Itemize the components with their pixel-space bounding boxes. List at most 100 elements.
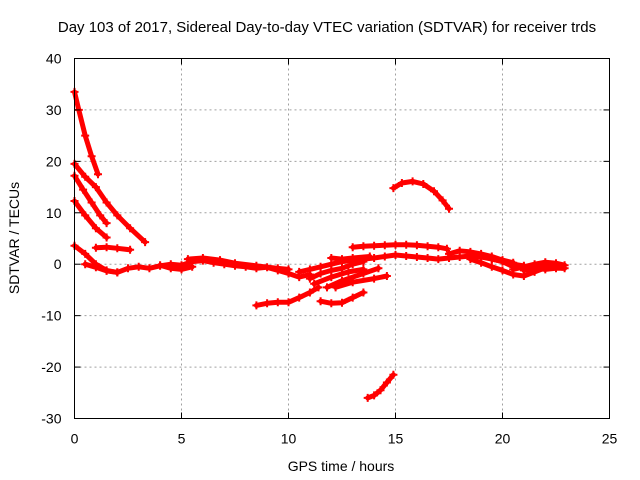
data-point <box>87 152 96 161</box>
data-point <box>91 183 100 192</box>
data-point <box>374 264 383 273</box>
data-point <box>552 264 560 273</box>
data-point <box>252 301 261 310</box>
x-tick-label: 20 <box>495 431 511 447</box>
data-point <box>284 265 293 274</box>
y-axis-label: SDTVAR / TECUs <box>6 182 22 294</box>
data-point <box>94 170 102 179</box>
data-point <box>438 196 447 205</box>
data-point <box>445 204 453 213</box>
data-point <box>455 246 464 255</box>
data-point <box>96 211 105 220</box>
y-tick-label: -20 <box>41 359 61 375</box>
data-point <box>81 211 90 220</box>
x-tick-label: 15 <box>388 431 404 447</box>
data-point <box>376 386 385 395</box>
data-point <box>81 260 90 269</box>
data-point <box>348 278 357 287</box>
data-point <box>359 288 368 297</box>
data-point <box>370 274 379 283</box>
data-point <box>79 185 88 194</box>
data-point <box>141 238 150 247</box>
data-point <box>145 264 154 273</box>
y-tick-label: -30 <box>41 411 61 427</box>
data-point <box>252 261 261 270</box>
data-point <box>113 268 122 277</box>
data-point <box>91 263 100 272</box>
data-point <box>183 255 192 264</box>
data-point <box>348 243 357 252</box>
data-point <box>445 249 453 258</box>
x-tick-label: 5 <box>178 431 186 447</box>
data-point <box>198 254 207 262</box>
data-point <box>102 233 111 242</box>
data-point <box>316 297 325 306</box>
data-point <box>231 259 239 268</box>
data-point <box>81 249 90 258</box>
data-point <box>487 255 496 264</box>
data-point <box>359 269 368 278</box>
data-point <box>126 224 135 233</box>
y-tick-label: 20 <box>46 153 62 169</box>
data-point <box>442 244 451 253</box>
data-point <box>389 184 398 193</box>
series-arc-13 <box>311 266 366 287</box>
data-point <box>541 265 550 274</box>
x-tick-label: 25 <box>602 431 618 447</box>
series-layer <box>70 87 569 402</box>
data-point <box>477 249 486 258</box>
data-point <box>359 242 368 251</box>
grid <box>74 58 610 419</box>
data-point <box>408 177 417 186</box>
y-axis-ticks: -30 -20 -10 0 10 20 30 40 <box>41 51 610 427</box>
data-point <box>102 219 111 228</box>
series-arc-15 <box>333 273 390 290</box>
data-point <box>113 244 122 253</box>
data-point <box>412 253 421 261</box>
data-point <box>419 180 428 188</box>
series-arc-11 <box>296 252 527 275</box>
data-point <box>423 242 432 251</box>
data-point <box>126 245 135 254</box>
data-point <box>509 265 518 274</box>
data-point <box>382 272 391 280</box>
data-point <box>327 266 336 275</box>
data-point <box>134 262 143 271</box>
data-point <box>363 393 372 402</box>
y-tick-label: 30 <box>46 102 62 118</box>
data-point <box>316 262 325 271</box>
data-point <box>273 298 282 307</box>
data-point <box>466 247 475 256</box>
y-tick-label: 10 <box>46 205 62 221</box>
plot-frame <box>74 58 610 419</box>
data-point <box>391 240 400 249</box>
data-point <box>412 241 421 250</box>
data-point <box>102 266 111 275</box>
data-point <box>423 254 432 262</box>
data-point <box>166 264 175 273</box>
data-point <box>273 264 282 273</box>
y-tick-label: 0 <box>54 256 62 272</box>
data-point <box>327 273 336 282</box>
data-point <box>331 283 340 292</box>
data-point <box>310 279 319 288</box>
data-point <box>348 254 357 262</box>
y-tick-label: 40 <box>46 51 62 67</box>
data-point <box>305 288 314 297</box>
data-point <box>327 254 336 262</box>
x-tick-label: 0 <box>71 431 79 447</box>
data-point <box>389 370 398 379</box>
data-point <box>295 267 304 276</box>
data-point <box>541 258 550 267</box>
data-point <box>91 224 100 233</box>
data-point <box>338 298 346 307</box>
data-point <box>477 258 486 267</box>
data-point <box>91 243 100 252</box>
data-point <box>188 262 197 271</box>
data-point <box>382 378 391 387</box>
data-point <box>519 266 528 275</box>
data-point <box>323 283 331 292</box>
series-arc-20 <box>350 242 450 252</box>
data-point <box>560 264 569 273</box>
